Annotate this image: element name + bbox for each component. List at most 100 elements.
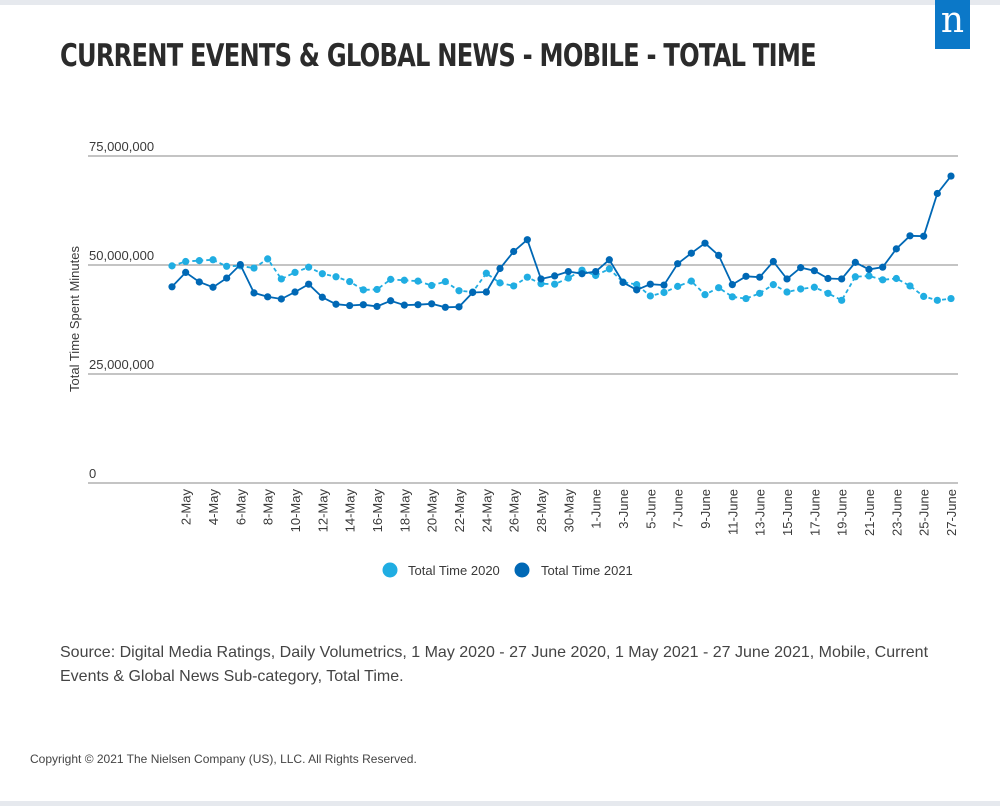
source-note: Source: Digital Media Ratings, Daily Vol… — [60, 644, 929, 685]
x-tick-label: 16-May — [370, 489, 385, 533]
x-tick-label: 19-June — [835, 489, 850, 536]
data-point — [564, 267, 572, 276]
x-tick-label: 30-May — [561, 489, 576, 533]
x-tick-label: 22-May — [452, 489, 467, 533]
data-point — [838, 275, 846, 283]
x-tick-label: 10-May — [288, 489, 303, 533]
data-point — [441, 303, 449, 311]
x-tick-label: 23-June — [889, 489, 904, 536]
x-tick-label: 13-June — [753, 489, 768, 536]
data-point — [592, 267, 600, 276]
data-point — [564, 274, 572, 282]
data-point — [715, 284, 723, 292]
data-point — [305, 263, 313, 271]
data-point — [223, 262, 231, 270]
data-point — [920, 292, 928, 300]
x-tick-label: 18-May — [397, 489, 412, 533]
data-point — [414, 301, 422, 309]
data-point — [865, 272, 873, 280]
data-point — [605, 265, 613, 273]
x-tick-label: 7-June — [671, 489, 686, 529]
data-point — [496, 279, 504, 287]
series-line-2 — [171, 175, 952, 309]
data-point — [523, 273, 531, 281]
data-point — [687, 277, 695, 285]
data-point — [701, 291, 709, 299]
data-point — [728, 281, 736, 289]
data-point — [947, 294, 955, 303]
y-tick-label: 0 — [89, 466, 96, 481]
data-point — [838, 296, 846, 304]
x-tick-label: 6-May — [233, 489, 248, 526]
data-point — [906, 282, 914, 290]
x-tick-label: 5-June — [643, 489, 658, 529]
data-point — [168, 283, 176, 291]
data-point — [510, 282, 518, 290]
y-tick-label: 75,000,000 — [89, 139, 154, 154]
data-point — [892, 245, 900, 253]
x-tick-label: 17-June — [807, 489, 822, 536]
data-point — [400, 301, 408, 309]
x-tick-label: 9-June — [698, 489, 713, 529]
data-point — [305, 280, 313, 288]
y-axis-label: Total Time Spent Minutes — [67, 246, 82, 392]
data-point — [250, 264, 258, 272]
data-point — [523, 236, 531, 244]
x-tick-label: 27-June — [944, 489, 959, 536]
x-tick-label: 14-May — [343, 489, 358, 533]
data-point — [277, 275, 285, 283]
data-point — [783, 288, 791, 296]
data-point — [277, 295, 285, 303]
data-point — [482, 269, 490, 277]
legend-marker — [382, 562, 398, 578]
legend-label: Total Time 2020 — [408, 563, 500, 578]
data-point — [469, 288, 477, 297]
data-point — [674, 260, 682, 268]
data-point — [482, 288, 490, 296]
data-point — [769, 257, 777, 266]
data-point — [783, 275, 791, 283]
data-point — [756, 273, 764, 281]
data-point — [660, 288, 668, 297]
data-point — [578, 270, 586, 278]
data-point — [701, 239, 709, 247]
data-point — [742, 294, 750, 303]
x-tick-label: 24-May — [479, 489, 494, 533]
data-point — [332, 300, 340, 308]
data-point — [810, 283, 818, 291]
data-point — [879, 276, 887, 284]
top-border — [0, 0, 1000, 5]
data-point — [264, 293, 272, 301]
data-point — [756, 289, 764, 297]
data-point — [646, 292, 654, 300]
data-point — [660, 281, 668, 289]
data-point — [619, 278, 627, 287]
y-tick-label: 50,000,000 — [89, 248, 154, 263]
data-point — [810, 267, 818, 275]
data-point — [947, 172, 955, 180]
data-point — [715, 251, 723, 260]
data-point — [441, 277, 449, 286]
x-tick-label: 28-May — [534, 489, 549, 533]
data-point — [168, 262, 176, 270]
data-point — [646, 280, 654, 288]
x-tick-label: 26-May — [507, 489, 522, 533]
data-point — [223, 274, 231, 282]
data-point — [346, 301, 354, 310]
data-point — [359, 286, 367, 294]
data-point — [195, 257, 203, 265]
data-point — [318, 270, 326, 278]
line-chart: 0 25,000,000 50,000,000 75,000,000 Total Tim… — [67, 139, 959, 578]
data-point — [400, 276, 408, 284]
data-point — [318, 293, 326, 301]
legend-marker — [514, 562, 530, 578]
legend-label: Total Time 2021 — [541, 563, 633, 578]
data-point — [605, 256, 613, 264]
data-point — [920, 232, 928, 240]
data-point — [824, 274, 832, 283]
data-point — [551, 272, 559, 280]
data-point — [687, 249, 695, 257]
data-point — [933, 189, 941, 198]
x-tick-label: 25-June — [917, 489, 932, 536]
data-point — [455, 287, 463, 295]
